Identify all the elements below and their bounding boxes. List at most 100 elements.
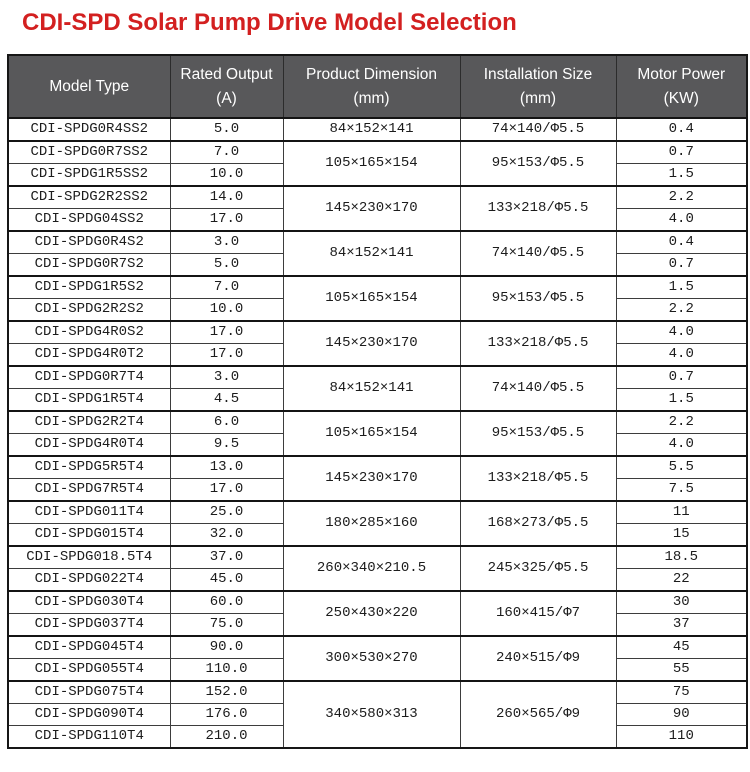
product-dimension-cell: 145×230×170 bbox=[282, 185, 461, 232]
rated-output-cell: 110.0 bbox=[169, 658, 284, 682]
rated-output-cell: 10.0 bbox=[169, 163, 284, 187]
motor-power-cell: 18.5 bbox=[615, 545, 748, 569]
product-dimension-cell: 340×580×313 bbox=[282, 680, 461, 749]
installation-size-cell: 74×140/Φ5.5 bbox=[459, 230, 617, 277]
motor-power-cell: 15 bbox=[615, 523, 748, 547]
rated-output-cell: 3.0 bbox=[169, 365, 284, 389]
column-header-3: Installation Size (mm) bbox=[459, 54, 617, 119]
rated-output-cell: 90.0 bbox=[169, 635, 284, 659]
column-header-unit: (A) bbox=[216, 89, 237, 107]
rated-output-cell: 5.0 bbox=[169, 117, 284, 142]
motor-power-cell: 7.5 bbox=[615, 478, 748, 502]
model-type-cell: CDI-SPDG011T4 bbox=[7, 500, 171, 524]
model-type-cell: CDI-SPDG4R0T4 bbox=[7, 433, 171, 457]
model-type-cell: CDI-SPDG0R4S2 bbox=[7, 230, 171, 254]
motor-power-cell: 4.0 bbox=[615, 320, 748, 344]
rated-output-cell: 210.0 bbox=[169, 725, 284, 749]
motor-power-cell: 1.5 bbox=[615, 388, 748, 412]
column-header-label: Motor Power bbox=[637, 65, 726, 83]
column-header-2: Product Dimension (mm) bbox=[282, 54, 461, 119]
column-header-label: Rated Output bbox=[180, 65, 273, 83]
installation-size-cell: 133×218/Φ5.5 bbox=[459, 320, 617, 367]
column-header-label: Product Dimension bbox=[306, 65, 437, 83]
product-dimension-cell: 84×152×141 bbox=[282, 230, 461, 277]
model-type-cell: CDI-SPDG018.5T4 bbox=[7, 545, 171, 569]
installation-size-cell: 168×273/Φ5.5 bbox=[459, 500, 617, 547]
table-row: CDI-SPDG2R2T4 6.0 105×165×154 95×153/Φ5.5 2.… bbox=[7, 410, 748, 457]
table-row: CDI-SPDG4R0S2 17.0 145×230×170 133×218/Φ5.5… bbox=[7, 320, 748, 367]
rated-output-cell: 14.0 bbox=[169, 185, 284, 209]
table-row: CDI-SPDG04SS2 17.0 4.0 bbox=[7, 208, 748, 232]
motor-power-cell: 0.7 bbox=[615, 140, 748, 164]
product-dimension-cell: 260×340×210.5 bbox=[282, 545, 461, 592]
table-row: CDI-SPDG2R2SS2 14.0 145×230×170 133×218/Φ5.… bbox=[7, 185, 748, 232]
product-dimension-cell: 105×165×154 bbox=[282, 275, 461, 322]
rated-output-cell: 7.0 bbox=[169, 275, 284, 299]
table-body: CDI-SPDG0R4SS2 5.0 84×152×141 74×140/Φ5.5 0.… bbox=[7, 117, 748, 749]
table-row: CDI-SPDG011T4 25.0 180×285×160 168×273/Φ5.5… bbox=[7, 500, 748, 547]
motor-power-cell: 0.4 bbox=[615, 230, 748, 254]
installation-size-cell: 95×153/Φ5.5 bbox=[459, 275, 617, 322]
rated-output-cell: 13.0 bbox=[169, 455, 284, 479]
rated-output-cell: 37.0 bbox=[169, 545, 284, 569]
rated-output-cell: 25.0 bbox=[169, 500, 284, 524]
model-type-cell: CDI-SPDG110T4 bbox=[7, 725, 171, 749]
model-type-cell: CDI-SPDG0R4SS2 bbox=[7, 117, 171, 142]
rated-output-cell: 75.0 bbox=[169, 613, 284, 637]
table-row: CDI-SPDG0R4SS2 5.0 84×152×141 74×140/Φ5.5 0.… bbox=[7, 117, 748, 142]
motor-power-cell: 110 bbox=[615, 725, 748, 749]
model-selection-table: Model Type Rated Output (A) Product Dimensi… bbox=[7, 54, 748, 749]
product-dimension-cell: 180×285×160 bbox=[282, 500, 461, 547]
table-row: CDI-SPDG030T4 60.0 250×430×220 160×415/Φ7 30 bbox=[7, 590, 748, 637]
column-header-label: Installation Size bbox=[483, 65, 593, 83]
motor-power-cell: 30 bbox=[615, 590, 748, 614]
rated-output-cell: 10.0 bbox=[169, 298, 284, 322]
rated-output-cell: 45.0 bbox=[169, 568, 284, 592]
model-type-cell: CDI-SPDG1R5SS2 bbox=[7, 163, 171, 187]
rated-output-cell: 60.0 bbox=[169, 590, 284, 614]
rated-output-cell: 176.0 bbox=[169, 703, 284, 726]
model-type-cell: CDI-SPDG2R2T4 bbox=[7, 410, 171, 434]
rated-output-cell: 5.0 bbox=[169, 253, 284, 277]
motor-power-cell: 22 bbox=[615, 568, 748, 592]
rated-output-cell: 152.0 bbox=[169, 680, 284, 704]
model-type-cell: CDI-SPDG030T4 bbox=[7, 590, 171, 614]
table-row: CDI-SPDG045T4 90.0 300×530×270 240×515/Φ9 45 bbox=[7, 635, 748, 682]
rated-output-cell: 7.0 bbox=[169, 140, 284, 164]
model-type-cell: CDI-SPDG0R7S2 bbox=[7, 253, 171, 277]
model-type-cell: CDI-SPDG04SS2 bbox=[7, 208, 171, 232]
table-row: CDI-SPDG7R5T4 17.0 7.5 bbox=[7, 478, 748, 502]
model-type-cell: CDI-SPDG2R2S2 bbox=[7, 298, 171, 322]
model-type-cell: CDI-SPDG0R7SS2 bbox=[7, 140, 171, 164]
model-type-cell: CDI-SPDG4R0S2 bbox=[7, 320, 171, 344]
table-header: Model Type Rated Output (A) Product Dimensi… bbox=[7, 54, 748, 119]
rated-output-cell: 9.5 bbox=[169, 433, 284, 457]
product-dimension-cell: 84×152×141 bbox=[282, 117, 461, 142]
motor-power-cell: 0.4 bbox=[615, 117, 748, 142]
motor-power-cell: 1.5 bbox=[615, 163, 748, 187]
installation-size-cell: 95×153/Φ5.5 bbox=[459, 410, 617, 457]
table-row: CDI-SPDG1R5S2 7.0 105×165×154 95×153/Φ5.5 1.… bbox=[7, 275, 748, 322]
product-dimension-cell: 145×230×170 bbox=[282, 320, 461, 367]
installation-size-cell: 160×415/Φ7 bbox=[459, 590, 617, 637]
rated-output-cell: 4.5 bbox=[169, 388, 284, 412]
motor-power-cell: 2.2 bbox=[615, 185, 748, 209]
table-row: CDI-SPDG5R5T4 13.0 145×230×170 133×218/Φ5.5… bbox=[7, 455, 748, 502]
motor-power-cell: 1.5 bbox=[615, 275, 748, 299]
installation-size-cell: 240×515/Φ9 bbox=[459, 635, 617, 682]
installation-size-cell: 260×565/Φ9 bbox=[459, 680, 617, 749]
rated-output-cell: 3.0 bbox=[169, 230, 284, 254]
table-row: CDI-SPDG018.5T4 37.0 260×340×210.5 245×325/… bbox=[7, 545, 748, 592]
rated-output-cell: 6.0 bbox=[169, 410, 284, 434]
model-type-cell: CDI-SPDG075T4 bbox=[7, 680, 171, 704]
model-type-cell: CDI-SPDG1R5S2 bbox=[7, 275, 171, 299]
model-type-cell: CDI-SPDG055T4 bbox=[7, 658, 171, 682]
installation-size-cell: 95×153/Φ5.5 bbox=[459, 140, 617, 187]
rated-output-cell: 17.0 bbox=[169, 478, 284, 502]
motor-power-cell: 11 bbox=[615, 500, 748, 524]
rated-output-cell: 32.0 bbox=[169, 523, 284, 547]
motor-power-cell: 2.2 bbox=[615, 298, 748, 322]
table-row: CDI-SPDG090T4 176.0 90 bbox=[7, 703, 748, 726]
table-row: CDI-SPDG0R7SS2 7.0 105×165×154 95×153/Φ5.5 0… bbox=[7, 140, 748, 187]
motor-power-cell: 2.2 bbox=[615, 410, 748, 434]
